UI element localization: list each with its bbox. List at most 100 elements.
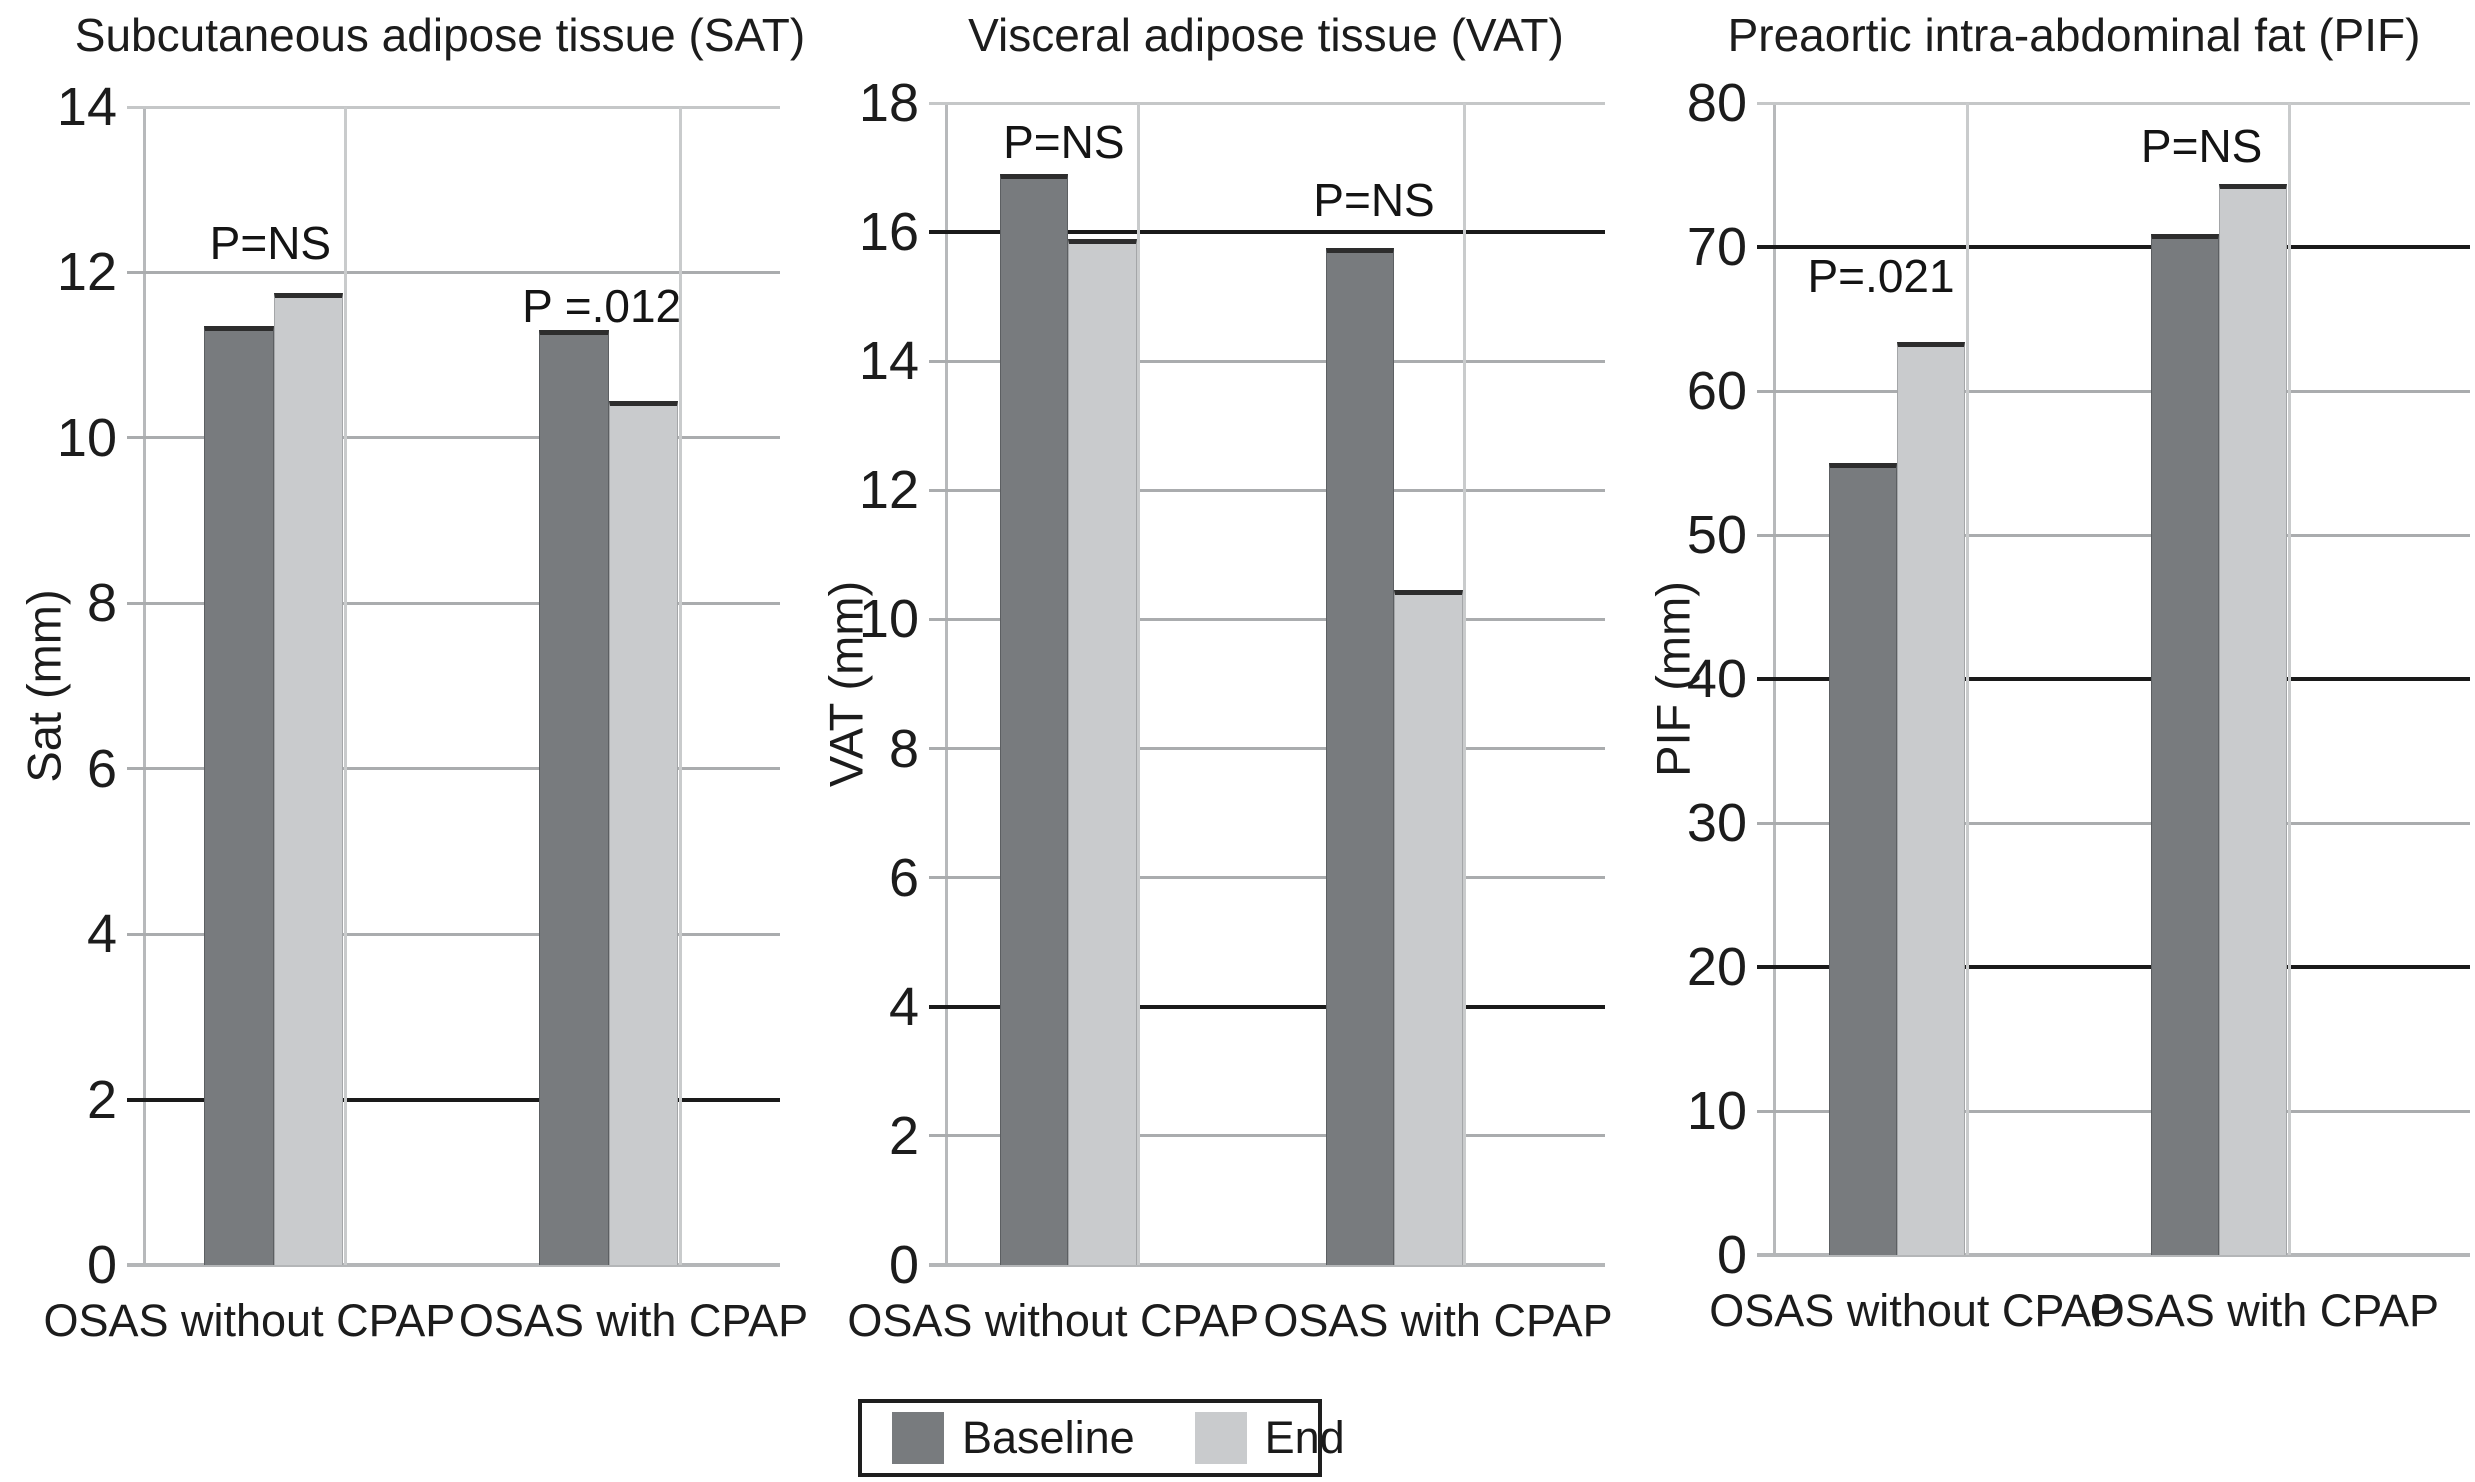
y-tick-label: 12	[858, 460, 919, 521]
y-tick-mark	[127, 105, 143, 109]
y-tick-label: 12	[56, 242, 117, 303]
x-axis-label: OSAS without CPAP	[43, 1295, 456, 1346]
gridline	[143, 1263, 780, 1267]
y-tick-label: 14	[858, 331, 919, 392]
y-tick-label: 0	[888, 1235, 919, 1295]
y-tick-mark	[929, 359, 945, 363]
y-tick-mark	[127, 601, 143, 605]
gridline	[945, 359, 1605, 363]
gridline	[945, 617, 1605, 621]
y-tick-mark	[127, 1263, 143, 1267]
gridline	[945, 747, 1605, 751]
p-value-label: P=NS	[1003, 115, 1125, 168]
y-tick-label: 2	[86, 1069, 117, 1130]
y-tick-mark	[929, 488, 945, 492]
y-axis-line	[945, 103, 948, 1265]
bar-baseline-group2	[2150, 234, 2220, 1255]
p-value-label: P =.012	[522, 279, 682, 332]
bar-end-group1	[1068, 238, 1138, 1265]
gridline	[1773, 533, 2470, 537]
y-tick-label: 6	[86, 738, 117, 799]
y-tick-label: 70	[1686, 217, 1747, 277]
y-tick-label: 80	[1686, 73, 1747, 133]
category-separator	[343, 107, 347, 1265]
gridline	[945, 876, 1605, 880]
y-tick-label: 2	[888, 1105, 919, 1166]
y-tick-label: 14	[56, 77, 117, 137]
gridline	[143, 436, 780, 440]
y-tick-mark	[1757, 389, 1773, 393]
gridline	[945, 101, 1605, 105]
p-value-label: P=NS	[1313, 173, 1435, 226]
y-tick-label: 4	[888, 976, 919, 1037]
y-tick-mark	[127, 436, 143, 440]
legend-end-label: End	[1264, 1412, 1345, 1463]
gridline	[1773, 389, 2470, 393]
y-tick-mark	[1757, 1109, 1773, 1113]
y-tick-mark	[1757, 677, 1773, 681]
x-axis-label: OSAS with CPAP	[1263, 1295, 1613, 1346]
y-tick-label: 18	[858, 73, 919, 133]
category-separator	[2288, 103, 2292, 1255]
y-tick-label: 10	[858, 589, 919, 650]
gridline-dark	[1773, 677, 2470, 681]
gridline	[1773, 821, 2470, 825]
y-tick-mark	[1757, 533, 1773, 537]
chart-sat-title: Subcutaneous adipose tissue (SAT)	[74, 9, 806, 61]
x-axis-label: OSAS without CPAP	[847, 1295, 1260, 1346]
y-tick-mark	[1757, 1253, 1773, 1257]
gridline-dark	[1773, 965, 2470, 969]
y-tick-mark	[1757, 101, 1773, 105]
y-tick-label: 20	[1686, 937, 1747, 997]
chart-pif-title: Preaortic intra-abdominal fat (PIF)	[1727, 9, 2421, 61]
y-tick-label: 0	[1716, 1225, 1747, 1285]
bar-baseline-group1	[999, 174, 1069, 1265]
y-tick-mark	[929, 617, 945, 621]
gridline-dark	[945, 1004, 1605, 1009]
gridline	[1773, 1109, 2470, 1113]
y-tick-mark	[929, 1263, 945, 1267]
y-tick-mark	[1757, 965, 1773, 969]
chart-sat-plot: 0 2 4 6 8 10 12 14 OSAS without CPAP OSAS with CP…	[43, 77, 808, 1346]
gridline	[143, 932, 780, 936]
gridline	[143, 105, 780, 109]
legend-end-swatch	[1194, 1412, 1247, 1464]
y-tick-mark	[929, 1134, 945, 1138]
gridline-dark	[945, 230, 1605, 235]
y-tick-mark	[929, 230, 945, 235]
x-axis-label: OSAS with CPAP	[458, 1295, 809, 1346]
category-separator	[1137, 103, 1141, 1265]
bar-end-group1	[1897, 342, 1966, 1255]
gridline	[945, 1263, 1605, 1267]
p-value-label: P=NS	[209, 217, 332, 270]
chart-vat-title: Visceral adipose tissue (VAT)	[968, 9, 1564, 61]
gridline-dark	[1773, 245, 2470, 249]
y-tick-label: 10	[56, 407, 117, 468]
y-tick-mark	[1757, 245, 1773, 249]
y-tick-label: 16	[858, 202, 919, 263]
y-tick-mark	[929, 101, 945, 105]
gridline	[143, 270, 780, 274]
y-tick-label: 8	[86, 573, 117, 634]
bar-baseline-group2	[539, 330, 609, 1265]
gridline	[1773, 1253, 2470, 1257]
y-tick-label: 8	[888, 718, 919, 779]
category-separator	[1966, 103, 1970, 1255]
y-tick-mark	[127, 932, 143, 936]
legend-baseline-label: Baseline	[962, 1412, 1135, 1463]
y-tick-label: 6	[888, 847, 919, 908]
bar-end-group2	[608, 400, 679, 1265]
gridline	[945, 488, 1605, 492]
bar-baseline-group1	[1828, 463, 1898, 1255]
chart-vat-plot: 0 2 4 6 8 10 12 14 16 18 OSAS without CPAP OSAS wit…	[847, 73, 1612, 1346]
legend: Baseline End	[858, 1399, 1345, 1477]
y-tick-label: 40	[1686, 649, 1747, 709]
legend-baseline-swatch	[892, 1412, 944, 1464]
y-tick-label: 4	[86, 904, 117, 965]
category-separator	[679, 107, 683, 1265]
y-tick-label: 60	[1686, 361, 1747, 421]
bar-baseline-group1	[204, 326, 274, 1265]
bar-end-group2	[2219, 183, 2288, 1255]
bar-end-group1	[273, 293, 343, 1265]
